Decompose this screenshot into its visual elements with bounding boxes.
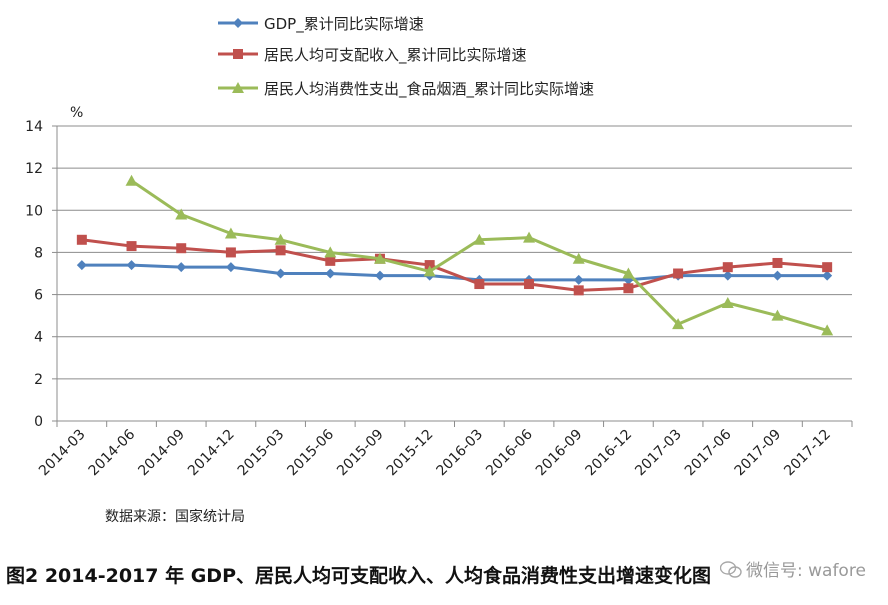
data-point — [275, 245, 286, 256]
x-tick-label: 2015-03 — [235, 427, 288, 480]
data-point — [175, 208, 188, 220]
series-line — [81, 238, 828, 292]
y-tick-label: 0 — [34, 414, 43, 430]
data-point — [721, 297, 734, 308]
data-point — [572, 252, 585, 264]
legend-label: 居民人均可支配收入_累计同比实际增速 — [264, 46, 527, 65]
y-tick-label: 10 — [25, 203, 43, 219]
y-tick-label: 2 — [34, 372, 43, 388]
data-point — [424, 260, 435, 271]
data-point — [325, 255, 336, 266]
x-tick-labels: 2014-032014-062014-092014-122015-032015-… — [36, 426, 834, 479]
legend-label: 居民人均消费性支出_食品烟酒_累计同比实际增速 — [264, 80, 594, 99]
x-tick-label: 2015-09 — [334, 427, 387, 480]
y-tick-label: 14 — [25, 119, 43, 135]
data-point — [673, 268, 684, 279]
series-line — [81, 263, 828, 282]
legend-item-2: 居民人均可支配收入_累计同比实际增速 — [218, 46, 527, 65]
watermark-text: 微信号: wafore — [746, 561, 866, 581]
legend-label: GDP_累计同比实际增速 — [264, 15, 424, 34]
data-point — [374, 270, 385, 281]
data-point — [772, 257, 783, 268]
data-point — [722, 262, 733, 273]
gridlines — [57, 125, 852, 380]
legend: GDP_累计同比实际增速居民人均可支配收入_累计同比实际增速居民人均消费性支出_… — [218, 15, 594, 99]
data-point — [622, 267, 635, 279]
figure-caption: 图2 2014-2017 年 GDP、居民人均可支配收入、人均食品消费性支出增速… — [6, 565, 712, 587]
x-tick-label: 2014-06 — [86, 426, 139, 479]
data-point — [771, 309, 784, 321]
data-point — [126, 241, 137, 252]
data-point — [423, 265, 436, 277]
data-point — [225, 262, 236, 273]
data-point — [126, 260, 137, 271]
y-axis-unit-label: % — [70, 105, 83, 121]
x-tick-label: 2015-12 — [384, 427, 437, 480]
data-point — [373, 252, 386, 264]
wechat-icon — [720, 561, 742, 578]
x-tick-label: 2016-06 — [483, 426, 536, 479]
data-point — [822, 270, 833, 281]
legend-marker — [233, 18, 243, 28]
data-point — [623, 283, 634, 294]
x-tick-label: 2016-09 — [533, 427, 586, 480]
data-point — [176, 262, 187, 273]
data-point — [573, 285, 584, 296]
legend-item-3: 居民人均消费性支出_食品烟酒_累计同比实际增速 — [218, 80, 594, 99]
legend-item-1: GDP_累计同比实际增速 — [218, 15, 424, 34]
data-point — [125, 174, 138, 186]
data-point — [274, 233, 287, 245]
data-point — [523, 231, 536, 243]
x-tick-label: 2014-09 — [135, 427, 188, 480]
axes — [52, 125, 853, 427]
y-tick-label: 12 — [25, 161, 43, 177]
x-tick-label: 2017-09 — [732, 427, 785, 480]
line-chart: GDP_累计同比实际增速居民人均可支配收入_累计同比实际增速居民人均消费性支出_… — [25, 15, 853, 479]
y-tick-label: 8 — [34, 245, 43, 261]
watermark: 微信号: wafore — [720, 556, 866, 581]
y-tick-label: 4 — [34, 330, 43, 346]
data-source-note: 数据来源：国家统计局 — [105, 509, 245, 525]
data-point — [325, 268, 336, 279]
data-point — [821, 324, 834, 336]
x-tick-label: 2014-03 — [36, 427, 89, 480]
data-point — [76, 234, 87, 245]
x-tick-label: 2017-12 — [781, 427, 834, 480]
data-point — [76, 260, 87, 271]
x-tick-label: 2014-12 — [185, 427, 238, 480]
data-point — [822, 262, 833, 273]
x-tick-label: 2015-06 — [284, 426, 337, 479]
data-point — [324, 246, 337, 258]
data-point — [573, 274, 584, 285]
legend-marker — [233, 49, 243, 59]
data-point — [722, 270, 733, 281]
data-point — [224, 227, 237, 239]
data-point — [473, 233, 486, 245]
x-tick-label: 2016-03 — [433, 427, 486, 480]
x-tick-label: 2017-03 — [632, 427, 685, 480]
data-point — [275, 268, 286, 279]
series-3 — [125, 174, 834, 336]
series-2 — [76, 234, 833, 296]
data-point — [524, 279, 535, 290]
y-tick-label: 6 — [34, 288, 43, 304]
x-tick-label: 2016-12 — [583, 427, 636, 480]
data-point — [672, 318, 685, 330]
data-point — [225, 247, 236, 258]
data-point — [474, 279, 485, 290]
data-point — [772, 270, 783, 281]
y-tick-labels: 0 2 4 6 8 10 12 14 — [25, 119, 43, 430]
series-group — [76, 174, 834, 336]
data-point — [176, 243, 187, 254]
legend-marker — [232, 82, 244, 93]
series-1 — [76, 260, 833, 285]
x-tick-label: 2017-06 — [682, 426, 735, 479]
